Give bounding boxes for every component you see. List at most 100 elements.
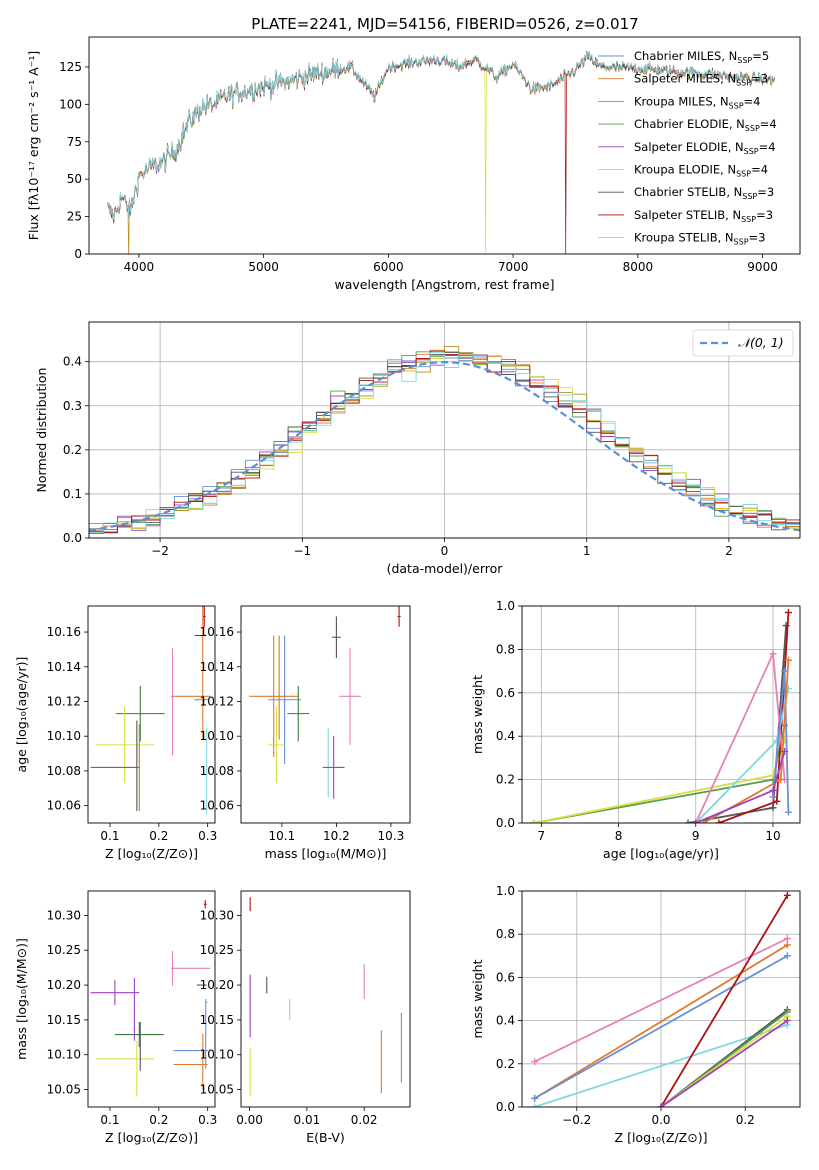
- x-tick-label: 9000: [747, 260, 778, 274]
- y-tick-label: 10.10: [47, 1048, 81, 1062]
- plot-area: [89, 345, 800, 535]
- errorbar-point: [90, 980, 140, 1006]
- x-axis-label: age [log₁₀(age/yr)]: [603, 846, 719, 861]
- x-tick-label: 6000: [373, 260, 404, 274]
- spectrum-panel: 4000 5000 6000 7000 8000 9000 0 25 50 75 100 125 wav…: [26, 36, 801, 292]
- x-tick-label: 0.1: [100, 829, 119, 843]
- weight-marker: [773, 797, 781, 805]
- y-tick-label: 75: [67, 135, 82, 149]
- y-tick-label: 10.30: [47, 908, 81, 922]
- y-tick-label: 0.8: [496, 927, 515, 941]
- x-tick-label: −0.2: [562, 1113, 591, 1127]
- y-axis-label: age [log₁₀(age/yr)]: [14, 657, 29, 773]
- x-tick-label: 0.1: [100, 1113, 119, 1127]
- legend-entry-name: Chabrier MILES, N: [634, 49, 737, 63]
- weight-marker: [773, 737, 781, 745]
- x-tick-label: 8000: [623, 260, 654, 274]
- y-tick-label: 10.30: [200, 908, 234, 922]
- y-axis-label: mass weight: [470, 675, 485, 754]
- legend-entry-name: Kroupa ELODIE, N: [634, 163, 736, 177]
- y-tick-label: 0.6: [496, 686, 515, 700]
- weight-marker: [784, 609, 792, 617]
- x-tick-label: −2: [151, 544, 169, 558]
- legend-entry-count: =3: [749, 231, 766, 245]
- y-tick-label: 10.08: [47, 764, 81, 778]
- errorbar-point: [95, 706, 154, 784]
- weight-line: [534, 944, 788, 1100]
- y-tick-label: 10.16: [200, 625, 234, 639]
- histogram-step-line: [89, 352, 800, 534]
- errorbar-point: [249, 635, 299, 758]
- y-tick-label: 1.0: [496, 599, 515, 613]
- plot-area: [249, 606, 401, 799]
- legend-entry: Salpeter STELIB, NSSP=3: [634, 208, 773, 224]
- x-tick-label: 4000: [124, 260, 155, 274]
- y-tick-label: 0.2: [496, 1057, 515, 1071]
- weight-line: [534, 937, 788, 1063]
- x-tick-label: 9: [692, 829, 700, 843]
- weight-marker: [783, 1017, 791, 1025]
- y-tick-label: 10.05: [200, 1083, 234, 1097]
- legend-entry-subscript: SSP: [729, 101, 744, 110]
- weight-line: [534, 1024, 788, 1107]
- y-tick-label: 10.20: [47, 978, 81, 992]
- legend-entry-name: Salpeter ELODIE, N: [634, 140, 744, 154]
- y-tick-label: 0.1: [63, 487, 82, 501]
- legend-entry-count: =4: [760, 117, 777, 131]
- errorbar-point: [268, 706, 285, 784]
- weight-marker: [715, 819, 723, 823]
- weight-line: [534, 955, 788, 1100]
- y-axis-label: Flux [fλ10⁻¹⁷ erg cm⁻² s⁻¹ A⁻¹]: [26, 51, 41, 240]
- errorbar-point: [322, 736, 345, 799]
- axes-frame: [240, 890, 411, 1108]
- y-tick-label: 10.12: [200, 694, 234, 708]
- y-axis-label: mass weight: [470, 959, 485, 1038]
- weight-marker: [531, 1058, 539, 1066]
- y-tick-label: 0.6: [496, 970, 515, 984]
- x-tick-label: 0.0: [651, 1113, 670, 1127]
- legend-entry-subscript: SSP: [736, 79, 751, 88]
- legend-entry-subscript: SSP: [734, 238, 749, 247]
- x-tick-label: 1: [583, 544, 591, 558]
- legend-entry: Kroupa ELODIE, NSSP=4: [634, 163, 768, 179]
- mass-vs-reddening-panel: 0.00 0.01 0.02 10.05 10.10 10.15 10.20 10.25 10.…: [200, 890, 411, 1145]
- weight-marker: [657, 1103, 665, 1107]
- y-tick-label: 10.12: [47, 694, 81, 708]
- x-tick-label: 10: [765, 829, 780, 843]
- x-tick-label: −1: [293, 544, 311, 558]
- legend-entry: Chabrier STELIB, NSSP=3: [634, 185, 774, 201]
- x-tick-label: 0.01: [294, 1113, 321, 1127]
- x-axis-label: Z [log₁₀(Z/Z⊙)]: [105, 1130, 198, 1145]
- x-axis-label: mass [log₁₀(M/M⊙)]: [265, 846, 387, 861]
- legend-entry: Chabrier MILES, NSSP=5: [634, 49, 769, 65]
- y-tick-label: 10.25: [47, 943, 81, 957]
- y-tick-label: 10.15: [200, 1013, 234, 1027]
- weight-marker: [783, 935, 791, 943]
- weight-marker: [781, 747, 789, 755]
- x-tick-label: 0.00: [236, 1113, 263, 1127]
- legend-entry-name: Salpeter MILES, N: [634, 72, 736, 86]
- axes-frame: [87, 605, 216, 824]
- legend-entry-count: =3: [756, 208, 773, 222]
- y-tick-label: 50: [67, 172, 82, 186]
- y-tick-label: 10.15: [47, 1013, 81, 1027]
- y-tick-label: 0.0: [496, 1100, 515, 1114]
- axes-frame: [240, 605, 411, 824]
- errorbar-point: [397, 606, 401, 627]
- x-tick-label: 0.2: [149, 1113, 168, 1127]
- errorbar-point: [339, 647, 361, 745]
- y-tick-label: 10.05: [47, 1083, 81, 1097]
- x-tick-label: 0: [441, 544, 449, 558]
- x-axis-label: E(B-V): [306, 1130, 345, 1145]
- y-tick-label: 10.06: [200, 799, 234, 813]
- weight-marker: [784, 808, 792, 816]
- y-tick-label: 1.0: [496, 884, 515, 898]
- weight-line: [718, 612, 790, 823]
- axes-frame: [88, 36, 801, 255]
- legend-entry-subscript: SSP: [737, 56, 752, 65]
- legend-entry-name: Kroupa STELIB, N: [634, 231, 734, 245]
- age-vs-mass-panel: 10.1 10.2 10.3 10.06 10.08 10.10 10.12 10.14 10.…: [200, 605, 411, 861]
- y-tick-label: 10.08: [200, 764, 234, 778]
- x-tick-label: 5000: [248, 260, 279, 274]
- weight-line: [660, 894, 789, 1107]
